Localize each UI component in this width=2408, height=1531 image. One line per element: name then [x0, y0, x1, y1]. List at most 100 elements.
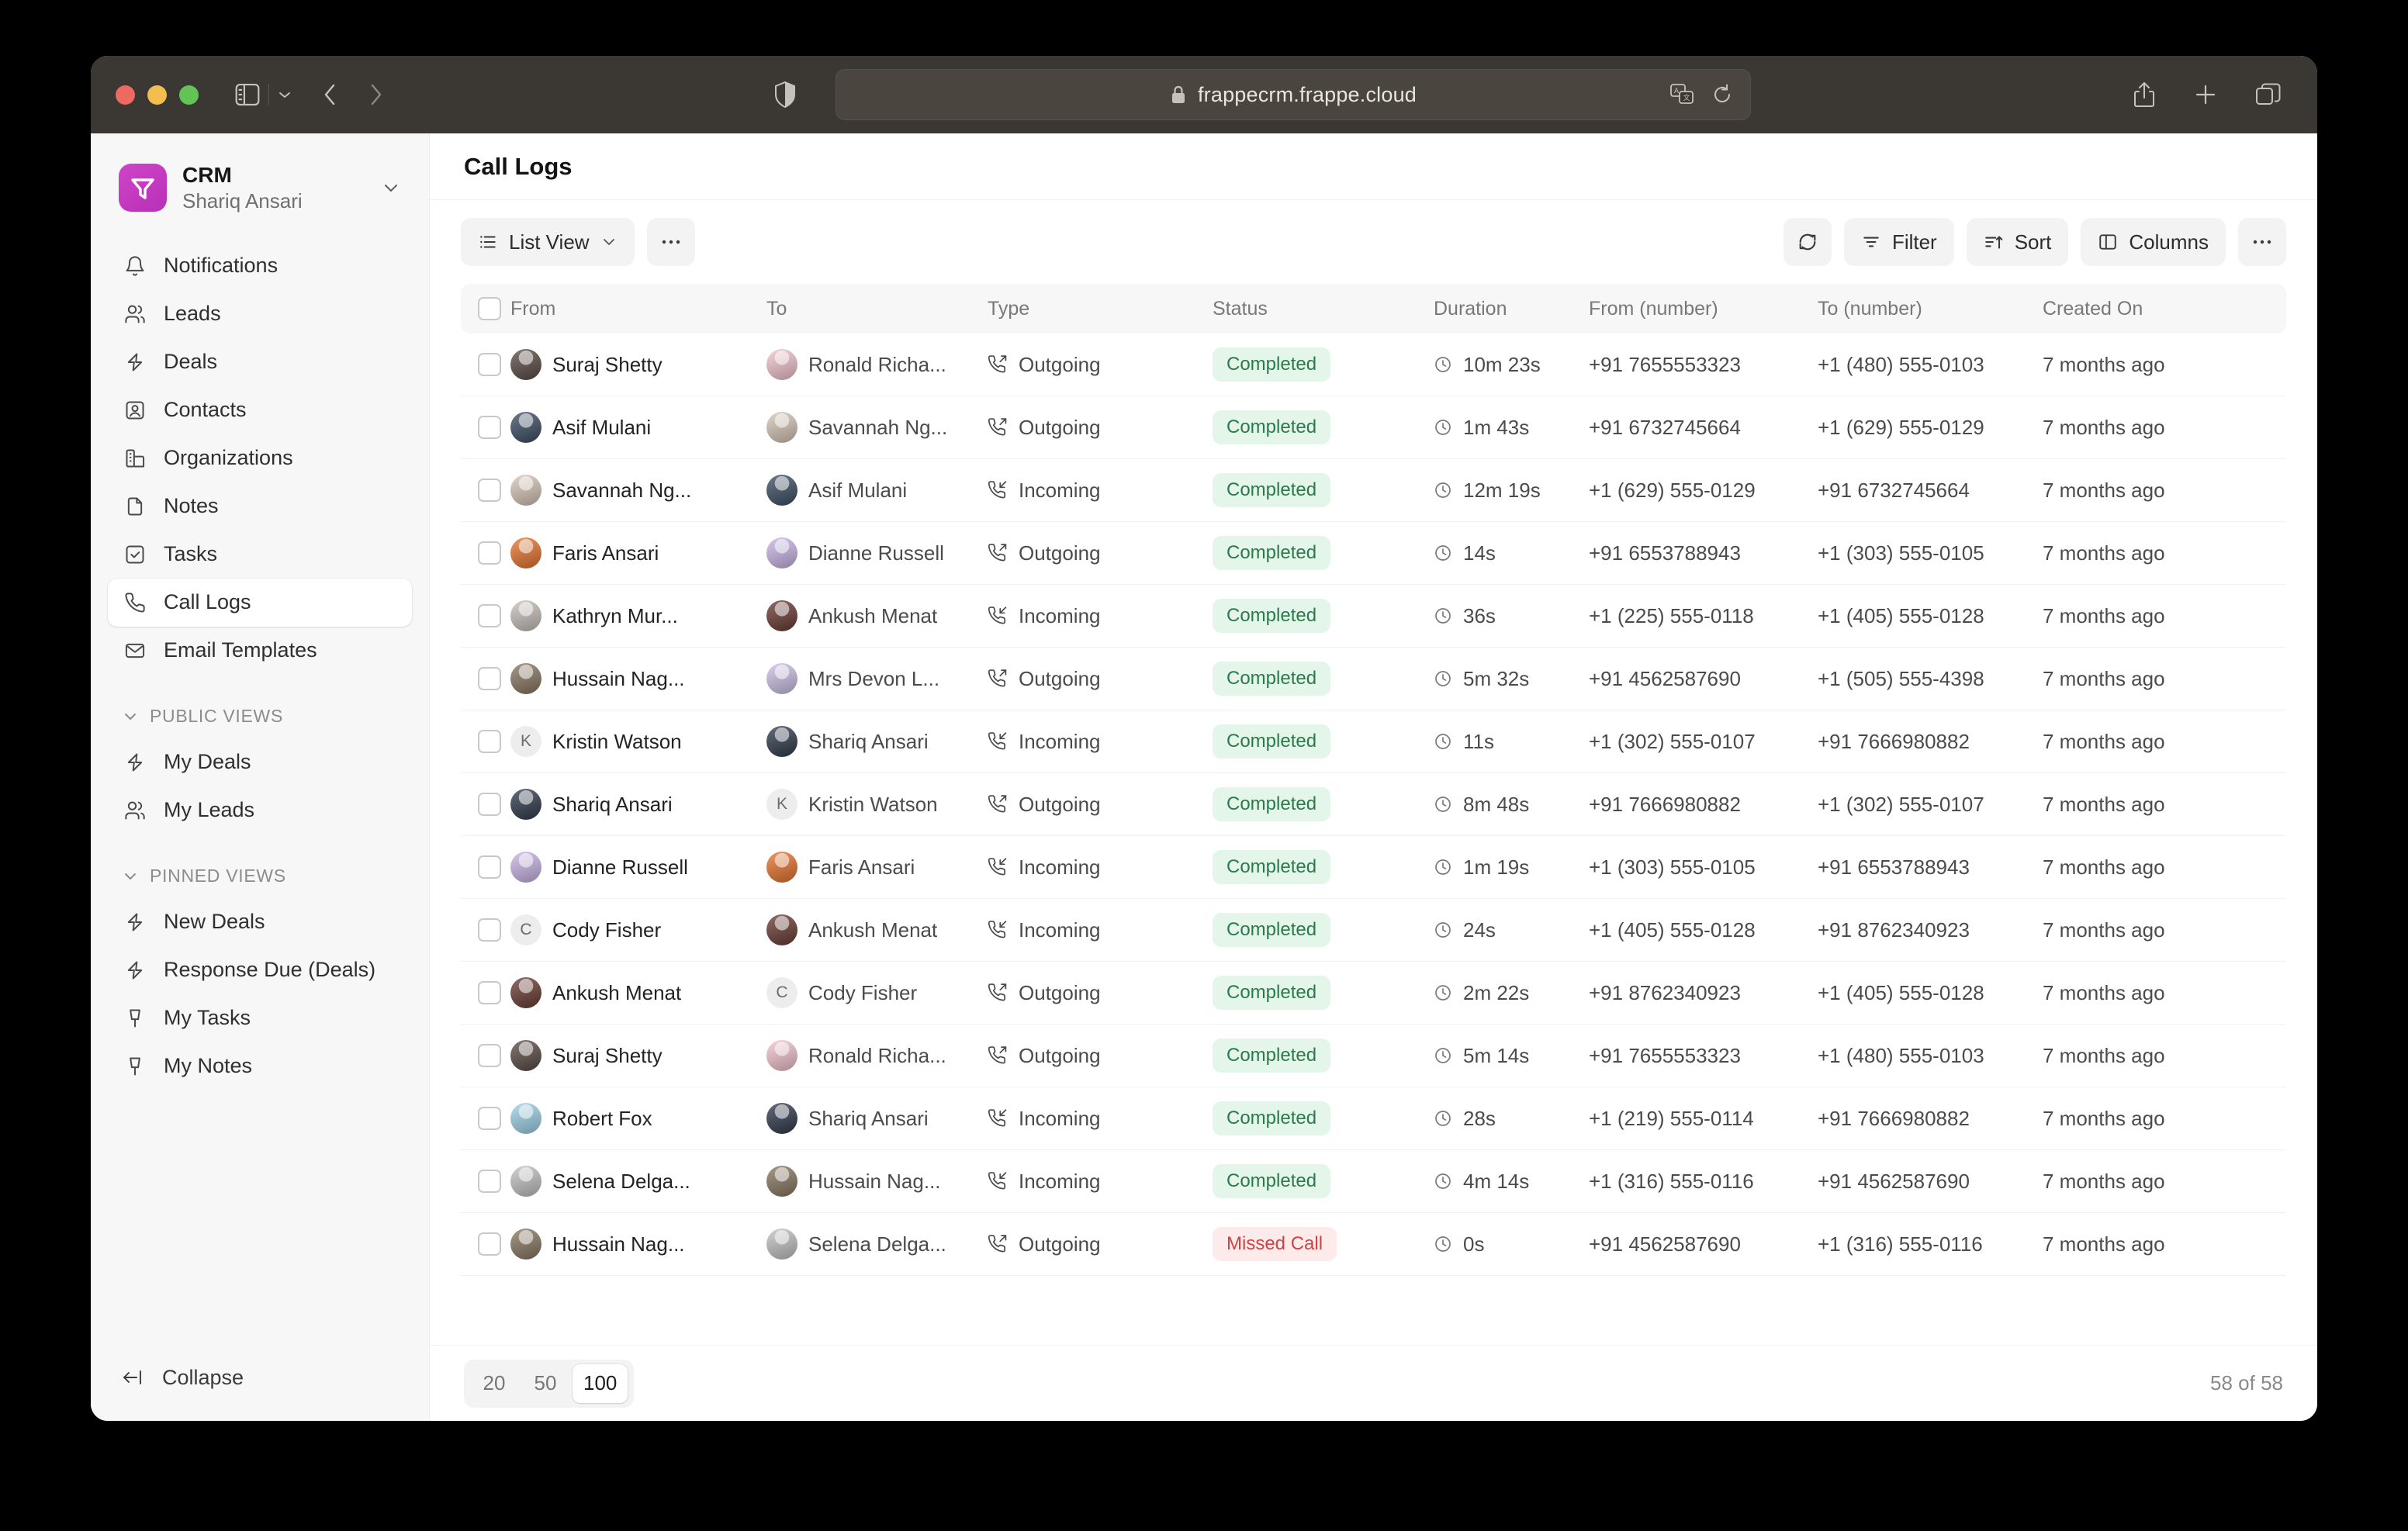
view-selector-button[interactable]: List View	[461, 218, 635, 266]
sidebar-item-call-logs[interactable]: Call Logs	[108, 578, 412, 627]
collapse-sidebar-button[interactable]: Collapse	[108, 1354, 258, 1401]
cell-type: Outgoing	[988, 1232, 1213, 1256]
column-header-from[interactable]: From	[510, 297, 556, 320]
browser-window: frappecrm.frappe.cloud A 文	[91, 56, 2317, 1421]
sidebar-item-organizations[interactable]: Organizations	[108, 434, 412, 482]
translate-icon[interactable]: A 文	[1669, 83, 1694, 106]
sidebar-item-label: Contacts	[164, 398, 247, 421]
table-row[interactable]: Asif Mulani Savannah Ng... Outgoing Complet…	[461, 396, 2286, 459]
forward-arrow-icon[interactable]	[367, 81, 384, 108]
sidebar-item-my-notes[interactable]: My Notes	[108, 1042, 412, 1090]
cell-type: Incoming	[988, 604, 1213, 628]
table-row[interactable]: Robert Fox Shariq Ansari Incoming Completed…	[461, 1087, 2286, 1150]
sidebar-item-my-tasks[interactable]: My Tasks	[108, 994, 412, 1042]
shield-icon[interactable]	[773, 81, 797, 109]
workspace-switcher[interactable]: CRM Shariq Ansari	[108, 144, 412, 222]
row-checkbox[interactable]	[478, 981, 501, 1004]
refresh-button[interactable]	[1783, 218, 1832, 266]
table-row[interactable]: Shariq Ansari K Kristin Watson Outgoing Comp…	[461, 773, 2286, 836]
table-row[interactable]: Faris Ansari Dianne Russell Outgoing Comple…	[461, 522, 2286, 585]
row-checkbox[interactable]	[478, 541, 501, 565]
page-size-option-50[interactable]: 50	[534, 1371, 557, 1394]
table-row[interactable]: C Cody Fisher Ankush Menat Incoming Complete…	[461, 899, 2286, 962]
table-row[interactable]: Ankush Menat C Cody Fisher Outgoing Complete…	[461, 962, 2286, 1025]
sidebar-item-notes[interactable]: Notes	[108, 482, 412, 530]
row-checkbox[interactable]	[478, 416, 501, 439]
table-row[interactable]: Hussain Nag... Selena Delga... Outgoing Mis…	[461, 1213, 2286, 1276]
row-checkbox[interactable]	[478, 730, 501, 753]
tab-overview-icon[interactable]	[2255, 82, 2282, 107]
row-checkbox[interactable]	[478, 1044, 501, 1067]
view-more-options-button[interactable]	[646, 218, 695, 266]
created-on-value: 7 months ago	[2043, 792, 2165, 816]
cell-from-number: +91 4562587690	[1589, 667, 1818, 691]
sidebar-item-my-deals[interactable]: My Deals	[108, 738, 412, 786]
sidebar-item-my-leads[interactable]: My Leads	[108, 786, 412, 835]
page-size-option-100[interactable]: 100	[573, 1363, 628, 1403]
back-arrow-icon[interactable]	[322, 81, 339, 108]
status-badge: Completed	[1213, 850, 1331, 884]
chevron-down-icon[interactable]	[381, 181, 401, 195]
type-label: Incoming	[1019, 918, 1101, 942]
row-checkbox[interactable]	[478, 1232, 501, 1256]
sidebar-item-tasks[interactable]: Tasks	[108, 530, 412, 579]
table-row[interactable]: Suraj Shetty Ronald Richa... Outgoing Compl…	[461, 334, 2286, 396]
row-checkbox[interactable]	[478, 604, 501, 627]
page-size-option-20[interactable]: 20	[483, 1371, 506, 1394]
avatar	[766, 726, 797, 757]
sidebar-item-deals[interactable]: Deals	[108, 338, 412, 386]
reload-icon[interactable]	[1711, 83, 1733, 106]
row-checkbox[interactable]	[478, 793, 501, 816]
column-header-status[interactable]: Status	[1213, 297, 1268, 320]
clock-icon	[1434, 418, 1452, 437]
sort-button[interactable]: Sort	[1966, 218, 2069, 266]
cell-type: Incoming	[988, 1170, 1213, 1194]
sidebar-item-email-templates[interactable]: Email Templates	[108, 627, 412, 675]
row-checkbox[interactable]	[478, 667, 501, 690]
row-checkbox[interactable]	[478, 479, 501, 502]
sidebar-item-response-due-deals[interactable]: Response Due (Deals)	[108, 946, 412, 994]
chevron-down-icon[interactable]	[277, 89, 292, 100]
section-pinned-views[interactable]: PINNED VIEWS	[108, 855, 412, 898]
columns-button[interactable]: Columns	[2081, 218, 2226, 266]
column-header-to[interactable]: To	[766, 297, 787, 320]
column-header-duration[interactable]: Duration	[1434, 297, 1507, 320]
table-row[interactable]: Selena Delga... Hussain Nag... Incoming Com…	[461, 1150, 2286, 1213]
table-row[interactable]: Hussain Nag... Mrs Devon L... Outgoing Comp…	[461, 648, 2286, 710]
column-header-from-number[interactable]: From (number)	[1589, 297, 1718, 320]
column-header-type[interactable]: Type	[988, 297, 1030, 320]
type-label: Incoming	[1019, 1169, 1101, 1193]
list-more-options-button[interactable]	[2238, 218, 2286, 266]
table-row[interactable]: K Kristin Watson Shariq Ansari Incoming Comp…	[461, 710, 2286, 773]
row-checkbox[interactable]	[478, 1107, 501, 1130]
row-checkbox[interactable]	[478, 855, 501, 879]
sidebar-item-new-deals[interactable]: New Deals	[108, 898, 412, 946]
close-window-button[interactable]	[116, 85, 135, 105]
type-label: Outgoing	[1019, 1043, 1101, 1067]
column-header-to-number[interactable]: To (number)	[1818, 297, 1922, 320]
cell-from: Kathryn Mur...	[510, 600, 766, 631]
table-row[interactable]: Dianne Russell Faris Ansari Incoming Comple…	[461, 836, 2286, 899]
row-checkbox[interactable]	[478, 353, 501, 376]
maximize-window-button[interactable]	[179, 85, 199, 105]
cell-status: Completed	[1213, 1101, 1434, 1135]
filter-button[interactable]: Filter	[1843, 218, 1954, 266]
address-bar[interactable]: frappecrm.frappe.cloud A 文	[836, 69, 1751, 120]
select-all-checkbox[interactable]	[478, 297, 501, 320]
sidebar-item-contacts[interactable]: Contacts	[108, 386, 412, 434]
row-checkbox[interactable]	[478, 1170, 501, 1193]
section-public-views[interactable]: PUBLIC VIEWS	[108, 695, 412, 738]
share-icon[interactable]	[2133, 81, 2156, 109]
table-row[interactable]: Savannah Ng... Asif Mulani Incoming Complet…	[461, 459, 2286, 522]
new-tab-icon[interactable]	[2193, 82, 2218, 107]
table-row[interactable]: Suraj Shetty Ronald Richa... Outgoing Compl…	[461, 1025, 2286, 1087]
cell-type: Outgoing	[988, 793, 1213, 817]
table-row[interactable]: Kathryn Mur... Ankush Menat Incoming Comple…	[461, 585, 2286, 648]
minimize-window-button[interactable]	[147, 85, 167, 105]
sidebar-item-notifications[interactable]: Notifications	[108, 242, 412, 290]
sidebar-toggle-icon[interactable]	[234, 83, 292, 106]
from-name: Faris Ansari	[552, 541, 659, 565]
column-header-created-on[interactable]: Created On	[2043, 297, 2143, 320]
sidebar-item-leads[interactable]: Leads	[108, 290, 412, 338]
row-checkbox[interactable]	[478, 918, 501, 942]
